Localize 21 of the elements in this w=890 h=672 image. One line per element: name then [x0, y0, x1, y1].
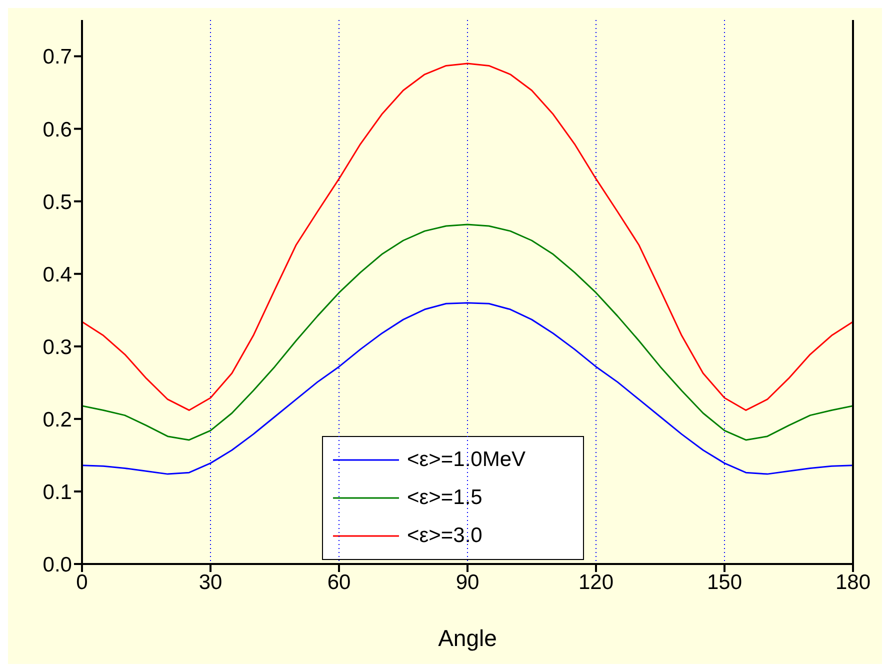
line-series	[82, 62, 853, 411]
y-tick-label: 0.5	[42, 190, 72, 214]
x-tick-label: 60	[327, 570, 351, 594]
y-tick-label: 0.6	[42, 118, 72, 142]
x-tick-label: 150	[706, 570, 742, 594]
y-tick-label: 0.7	[42, 46, 72, 69]
y-tick-label: 0.0	[42, 553, 72, 576]
y-tick-label: 0.3	[42, 336, 72, 359]
line-series	[82, 224, 853, 441]
x-tick-label: 30	[198, 570, 222, 594]
legend-label: <ε>=1.5	[407, 486, 482, 510]
y-tick-label: 0.1	[42, 480, 72, 504]
x-tick-label: 180	[835, 570, 871, 594]
x-tick-label: 90	[456, 570, 480, 594]
legend-label: <ε>=1.0MeV	[407, 448, 526, 472]
y-tick-label: 0.4	[42, 263, 72, 286]
x-tick-label: 120	[578, 570, 614, 594]
y-tick-label: 0.2	[42, 408, 72, 432]
x-axis-title: Angle	[438, 625, 497, 651]
legend-label: <ε>=3.0	[407, 524, 482, 548]
x-tick-label: 0	[76, 570, 88, 594]
